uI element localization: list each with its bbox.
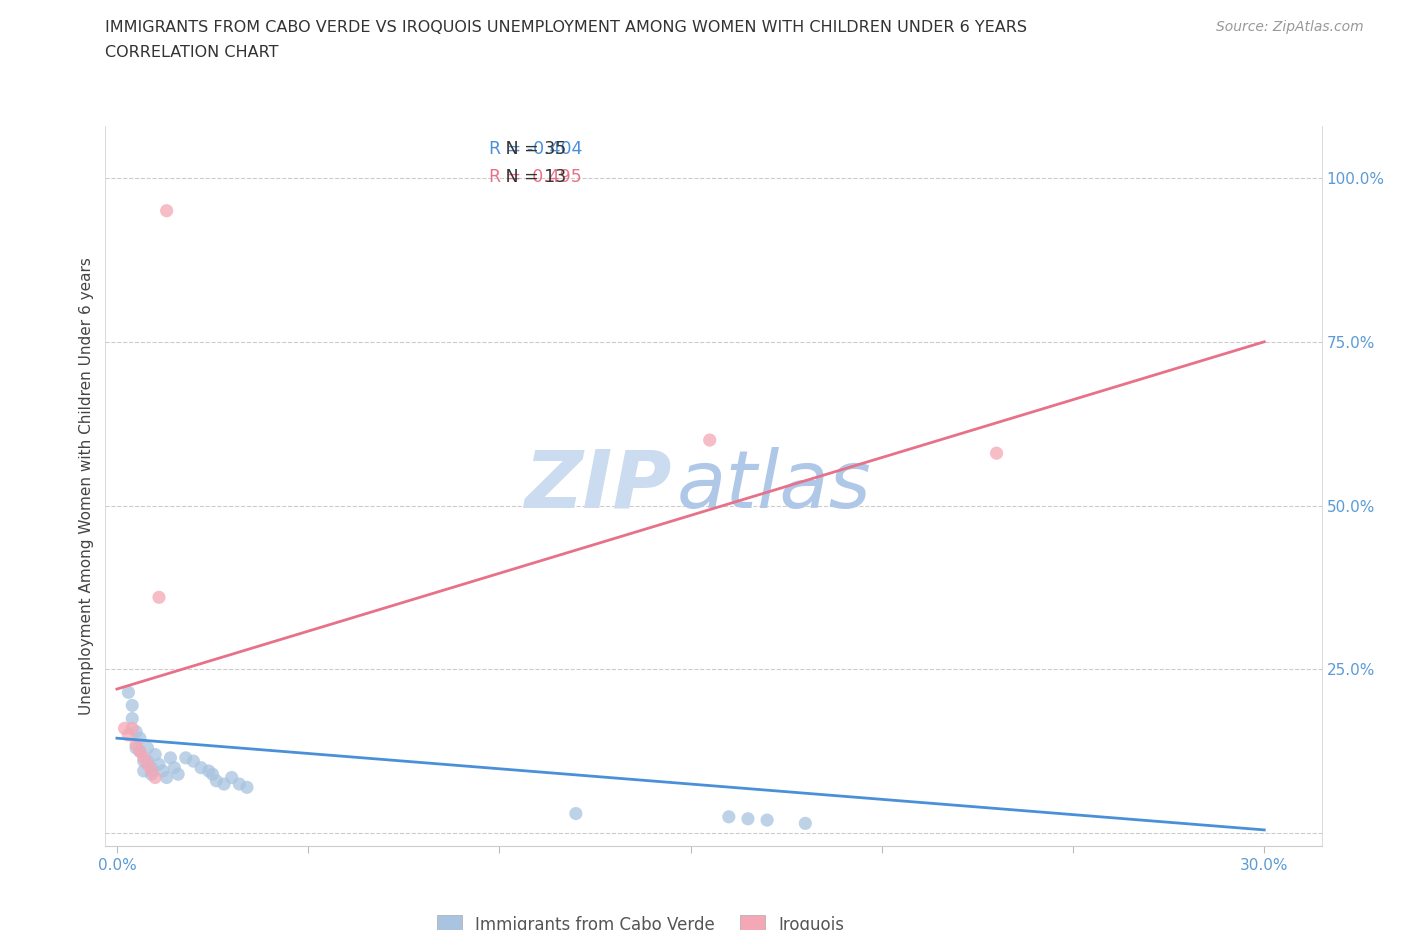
Point: [212, 777, 235, 791]
Point: [986, 445, 1008, 460]
Point: [141, 764, 163, 778]
Point: [128, 744, 150, 759]
Point: [132, 764, 155, 778]
Point: [717, 809, 740, 824]
Y-axis label: Unemployment Among Women with Children Under 6 years: Unemployment Among Women with Children U…: [79, 257, 94, 715]
Point: [143, 747, 166, 762]
Legend: Immigrants from Cabo Verde, Iroquois: Immigrants from Cabo Verde, Iroquois: [430, 909, 851, 930]
Point: [128, 731, 150, 746]
Point: [125, 724, 148, 739]
Point: [141, 766, 163, 781]
Point: [197, 764, 219, 778]
Text: N = 35: N = 35: [488, 140, 565, 158]
Text: IMMIGRANTS FROM CABO VERDE VS IROQUOIS UNEMPLOYMENT AMONG WOMEN WITH CHILDREN UN: IMMIGRANTS FROM CABO VERDE VS IROQUOIS U…: [105, 20, 1028, 35]
Text: R =  0.495: R = 0.495: [488, 167, 581, 186]
Point: [167, 766, 190, 781]
Point: [117, 684, 139, 699]
Point: [143, 770, 166, 785]
Point: [228, 777, 250, 791]
Point: [128, 744, 150, 759]
Point: [132, 751, 155, 765]
Point: [121, 698, 143, 713]
Point: [117, 727, 139, 742]
Point: [201, 766, 224, 781]
Text: N = 13: N = 13: [488, 167, 565, 186]
Point: [737, 811, 759, 826]
Point: [125, 740, 148, 755]
Text: R = -0.404: R = -0.404: [488, 140, 582, 158]
Point: [125, 737, 148, 752]
Point: [132, 753, 155, 768]
Point: [121, 711, 143, 726]
Point: [205, 774, 228, 789]
Point: [174, 751, 197, 765]
Point: [159, 751, 181, 765]
Point: [148, 757, 170, 772]
Point: [136, 740, 159, 755]
Point: [136, 757, 159, 772]
Point: [156, 204, 179, 219]
Point: [221, 770, 243, 785]
Point: [236, 780, 259, 795]
Point: [756, 813, 779, 828]
Point: [136, 753, 159, 768]
Point: [163, 760, 186, 775]
Text: Source: ZipAtlas.com: Source: ZipAtlas.com: [1216, 20, 1364, 34]
Point: [565, 806, 588, 821]
Point: [121, 721, 143, 736]
Point: [183, 753, 205, 768]
Text: CORRELATION CHART: CORRELATION CHART: [105, 45, 278, 60]
Point: [699, 432, 721, 447]
Point: [148, 590, 170, 604]
Point: [152, 764, 174, 778]
Text: ZIP: ZIP: [523, 447, 671, 525]
Point: [141, 760, 163, 775]
Point: [190, 760, 212, 775]
Text: atlas: atlas: [678, 447, 872, 525]
Point: [114, 721, 136, 736]
Point: [156, 770, 179, 785]
Point: [794, 816, 817, 830]
